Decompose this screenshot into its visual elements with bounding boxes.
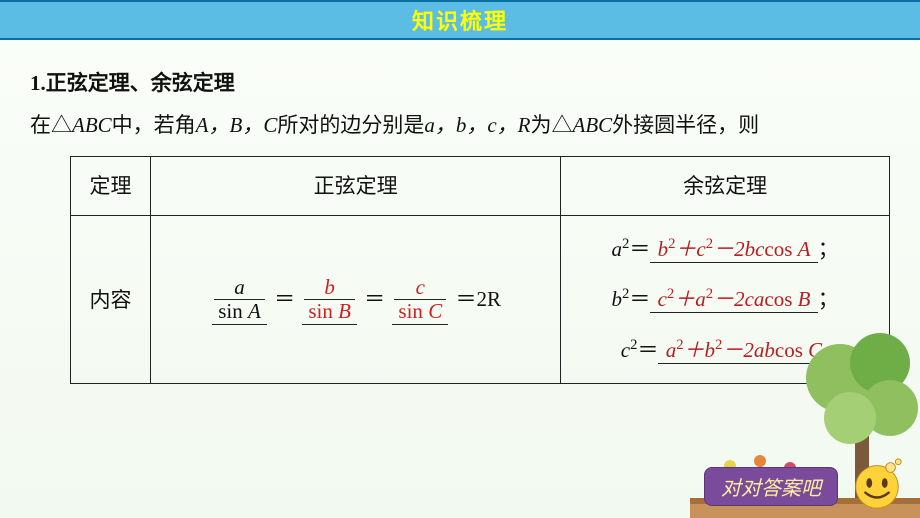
table-content-row: 内容 a sin aA ＝ b sin B ＝ c sin C xyxy=(71,216,890,384)
check-answer-button[interactable]: 对对答案吧 xyxy=(704,467,838,506)
intro-sides: a，b，c，R xyxy=(424,113,530,137)
header-title: 知识梳理 xyxy=(412,4,508,36)
intro-tail: 外接圆半径，则 xyxy=(612,113,759,137)
check-answer-label: 对对答案吧 xyxy=(721,472,821,501)
intro-triangle2: ABC xyxy=(573,113,613,137)
th-theorem: 定理 xyxy=(71,157,151,216)
cos1-semi: ； xyxy=(818,237,839,261)
td-cos-formulas: a2＝ b2＋c2－2bccos A ； b2＝ c2＋a2－2cacos B … xyxy=(561,216,890,384)
intro-mid1: 中，若角 xyxy=(112,113,196,137)
header-bar: 知识梳理 xyxy=(0,0,920,40)
sine-equation: a sin aA ＝ b sin B ＝ c sin C ＝2R xyxy=(210,287,501,311)
table-header-row: 定理 正弦定理 余弦定理 xyxy=(71,157,890,216)
eq2: ＝ xyxy=(364,287,385,311)
cos1-lhs: a xyxy=(611,237,622,261)
section-number: 1. xyxy=(30,71,46,95)
sine-tail: ＝2R xyxy=(455,287,501,311)
th-cos: 余弦定理 xyxy=(561,157,890,216)
cos1-eq: ＝ xyxy=(629,237,650,261)
td-sine-formula: a sin aA ＝ b sin B ＝ c sin C ＝2R xyxy=(151,216,561,384)
cos2-semi: ； xyxy=(818,287,839,311)
section-title: 正弦定理、余弦定理 xyxy=(46,71,235,95)
cos-line-2: b2＝ c2＋a2－2cacos B ； xyxy=(575,274,875,324)
section-heading: 1.正弦定理、余弦定理 xyxy=(30,62,890,104)
cos2-rhs: c2＋a2－2cacos B xyxy=(650,287,817,313)
cos2-lhs: b xyxy=(611,287,622,311)
smiley-icon xyxy=(848,454,906,512)
intro-prefix: 在△ xyxy=(30,113,72,137)
cos-line-3: c2＝ a2＋b2－2abcos C xyxy=(575,325,875,375)
frac1-num: a xyxy=(214,276,265,300)
cos3-eq: ＝ xyxy=(637,338,658,362)
th-sine: 正弦定理 xyxy=(151,157,561,216)
intro-mid2: 所对的边分别是 xyxy=(277,113,424,137)
intro-triangle: ABC xyxy=(72,113,112,137)
frac-b-sinB: b sin B xyxy=(302,276,357,325)
frac3-num: c xyxy=(394,276,446,300)
cos3-lhs: c xyxy=(621,338,630,362)
cos1-rhs: b2＋c2－2bccos A xyxy=(650,237,817,263)
frac2-num: b xyxy=(304,276,355,300)
eq1: ＝ xyxy=(274,287,295,311)
cos2-eq: ＝ xyxy=(629,287,650,311)
frac-c-sinC: c sin C xyxy=(392,276,448,325)
theorem-table: 定理 正弦定理 余弦定理 内容 a sin aA ＝ b sin B ＝ xyxy=(70,156,890,384)
cos-line-1: a2＝ b2＋c2－2bccos A ； xyxy=(575,224,875,274)
intro-angles: A，B，C xyxy=(196,113,278,137)
frac-a-sinA: a sin aA xyxy=(212,276,267,325)
td-content-label: 内容 xyxy=(71,216,151,384)
cos3-rhs: a2＋b2－2abcos C xyxy=(658,338,829,364)
content-area: 1.正弦定理、余弦定理 在△ABC中，若角A，B，C所对的边分别是a，b，c，R… xyxy=(0,40,920,384)
intro-text: 在△ABC中，若角A，B，C所对的边分别是a，b，c，R为△ABC外接圆半径，则 xyxy=(30,104,890,146)
intro-mid3: 为△ xyxy=(531,113,573,137)
